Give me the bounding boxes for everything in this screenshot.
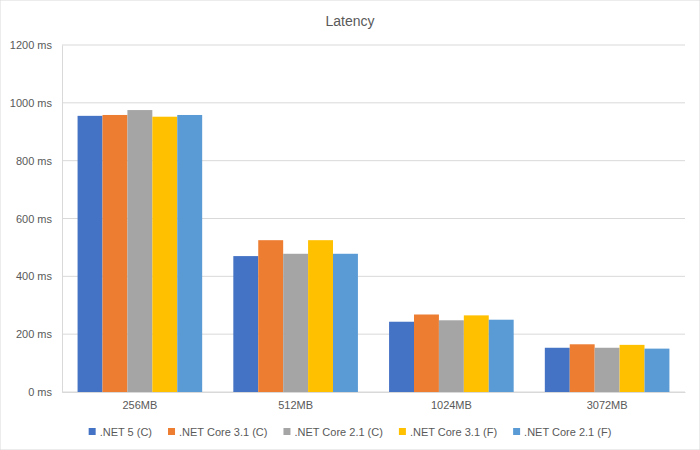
- legend-label: .NET 5 (C): [100, 426, 152, 438]
- legend-swatch: [399, 428, 406, 435]
- x-axis: 256MB 512MB 1024MB 3072MB: [63, 392, 686, 411]
- chart-title: Latency: [325, 13, 374, 29]
- y-tick-label: 1000 ms: [10, 97, 53, 109]
- bar: [333, 254, 358, 392]
- bar: [102, 115, 127, 392]
- legend-item: .NET 5 (C): [89, 426, 152, 438]
- legend-swatch: [283, 428, 290, 435]
- x-tick: 3072MB: [587, 392, 628, 411]
- y-tick-label: 1200 ms: [10, 39, 53, 51]
- x-tick: 512MB: [278, 392, 313, 411]
- y-tick: 0 ms: [28, 386, 62, 398]
- bar: [570, 344, 595, 392]
- legend-item: .NET Core 3.1 (C): [168, 426, 267, 438]
- y-tick-label: 400 ms: [16, 270, 53, 282]
- y-tick: 200 ms: [16, 328, 62, 340]
- y-tick-label: 800 ms: [16, 155, 53, 167]
- y-tick-label: 600 ms: [16, 213, 53, 225]
- bar: [308, 240, 333, 392]
- bar: [233, 256, 258, 392]
- x-tick-label: 512MB: [278, 399, 313, 411]
- bar: [645, 349, 670, 392]
- bar: [258, 240, 283, 392]
- y-tick: 800 ms: [16, 155, 62, 167]
- chart-svg: Latency 0 ms 200 ms 400 ms 600 ms 800 ms 1000 …: [0, 0, 700, 450]
- y-tick: 1000 ms: [10, 97, 62, 109]
- bar: [439, 320, 464, 392]
- y-tick-label: 200 ms: [16, 328, 53, 340]
- x-tick-label: 256MB: [122, 399, 157, 411]
- bar: [283, 254, 308, 392]
- y-tick: 1200 ms: [10, 39, 62, 51]
- x-tick: 1024MB: [431, 392, 472, 411]
- x-tick: 256MB: [122, 392, 157, 411]
- legend-label: .NET Core 3.1 (C): [179, 426, 267, 438]
- bars: [78, 110, 670, 392]
- legend-item: .NET Core 2.1 (C): [283, 426, 382, 438]
- legend-label: .NET Core 3.1 (F): [410, 426, 497, 438]
- bar: [489, 320, 514, 392]
- bar-series: [102, 115, 594, 392]
- x-tick-label: 1024MB: [431, 399, 472, 411]
- bar-series: [152, 117, 644, 392]
- bar: [464, 315, 489, 392]
- bar: [620, 345, 645, 392]
- legend-label: .NET Core 2.1 (F): [524, 426, 611, 438]
- bar: [595, 348, 620, 392]
- grid-line: [62, 102, 685, 103]
- x-axis-line: [63, 392, 686, 393]
- grid-line: [62, 45, 685, 46]
- legend: .NET 5 (C) .NET Core 3.1 (C) .NET Core 2.1…: [89, 426, 612, 438]
- bar: [414, 315, 439, 392]
- legend-label: .NET Core 2.1 (C): [294, 426, 382, 438]
- y-tick: 400 ms: [16, 270, 62, 282]
- y-axis-line: [62, 46, 63, 393]
- chart-container: Latency 0 ms 200 ms 400 ms 600 ms 800 ms 1000 …: [0, 0, 700, 450]
- bar-series: [127, 110, 619, 392]
- legend-swatch: [513, 428, 520, 435]
- bar: [545, 348, 570, 392]
- legend-swatch: [89, 428, 96, 435]
- y-tick: 600 ms: [16, 213, 62, 225]
- y-tick-label: 0 ms: [28, 386, 52, 398]
- grid: [62, 45, 685, 392]
- legend-item: .NET Core 2.1 (F): [513, 426, 611, 438]
- bar: [127, 110, 152, 392]
- bar: [389, 322, 414, 392]
- x-tick-label: 3072MB: [587, 399, 628, 411]
- legend-swatch: [168, 428, 175, 435]
- legend-item: .NET Core 3.1 (F): [399, 426, 497, 438]
- bar-series: [177, 115, 669, 392]
- background: [0, 0, 700, 450]
- plot: 0 ms 200 ms 400 ms 600 ms 800 ms 1000 ms 1200 …: [10, 39, 686, 411]
- bar: [152, 117, 177, 392]
- bar: [177, 115, 202, 392]
- bar: [78, 116, 103, 392]
- y-axis: 0 ms 200 ms 400 ms 600 ms 800 ms 1000 ms 1200 …: [10, 39, 63, 398]
